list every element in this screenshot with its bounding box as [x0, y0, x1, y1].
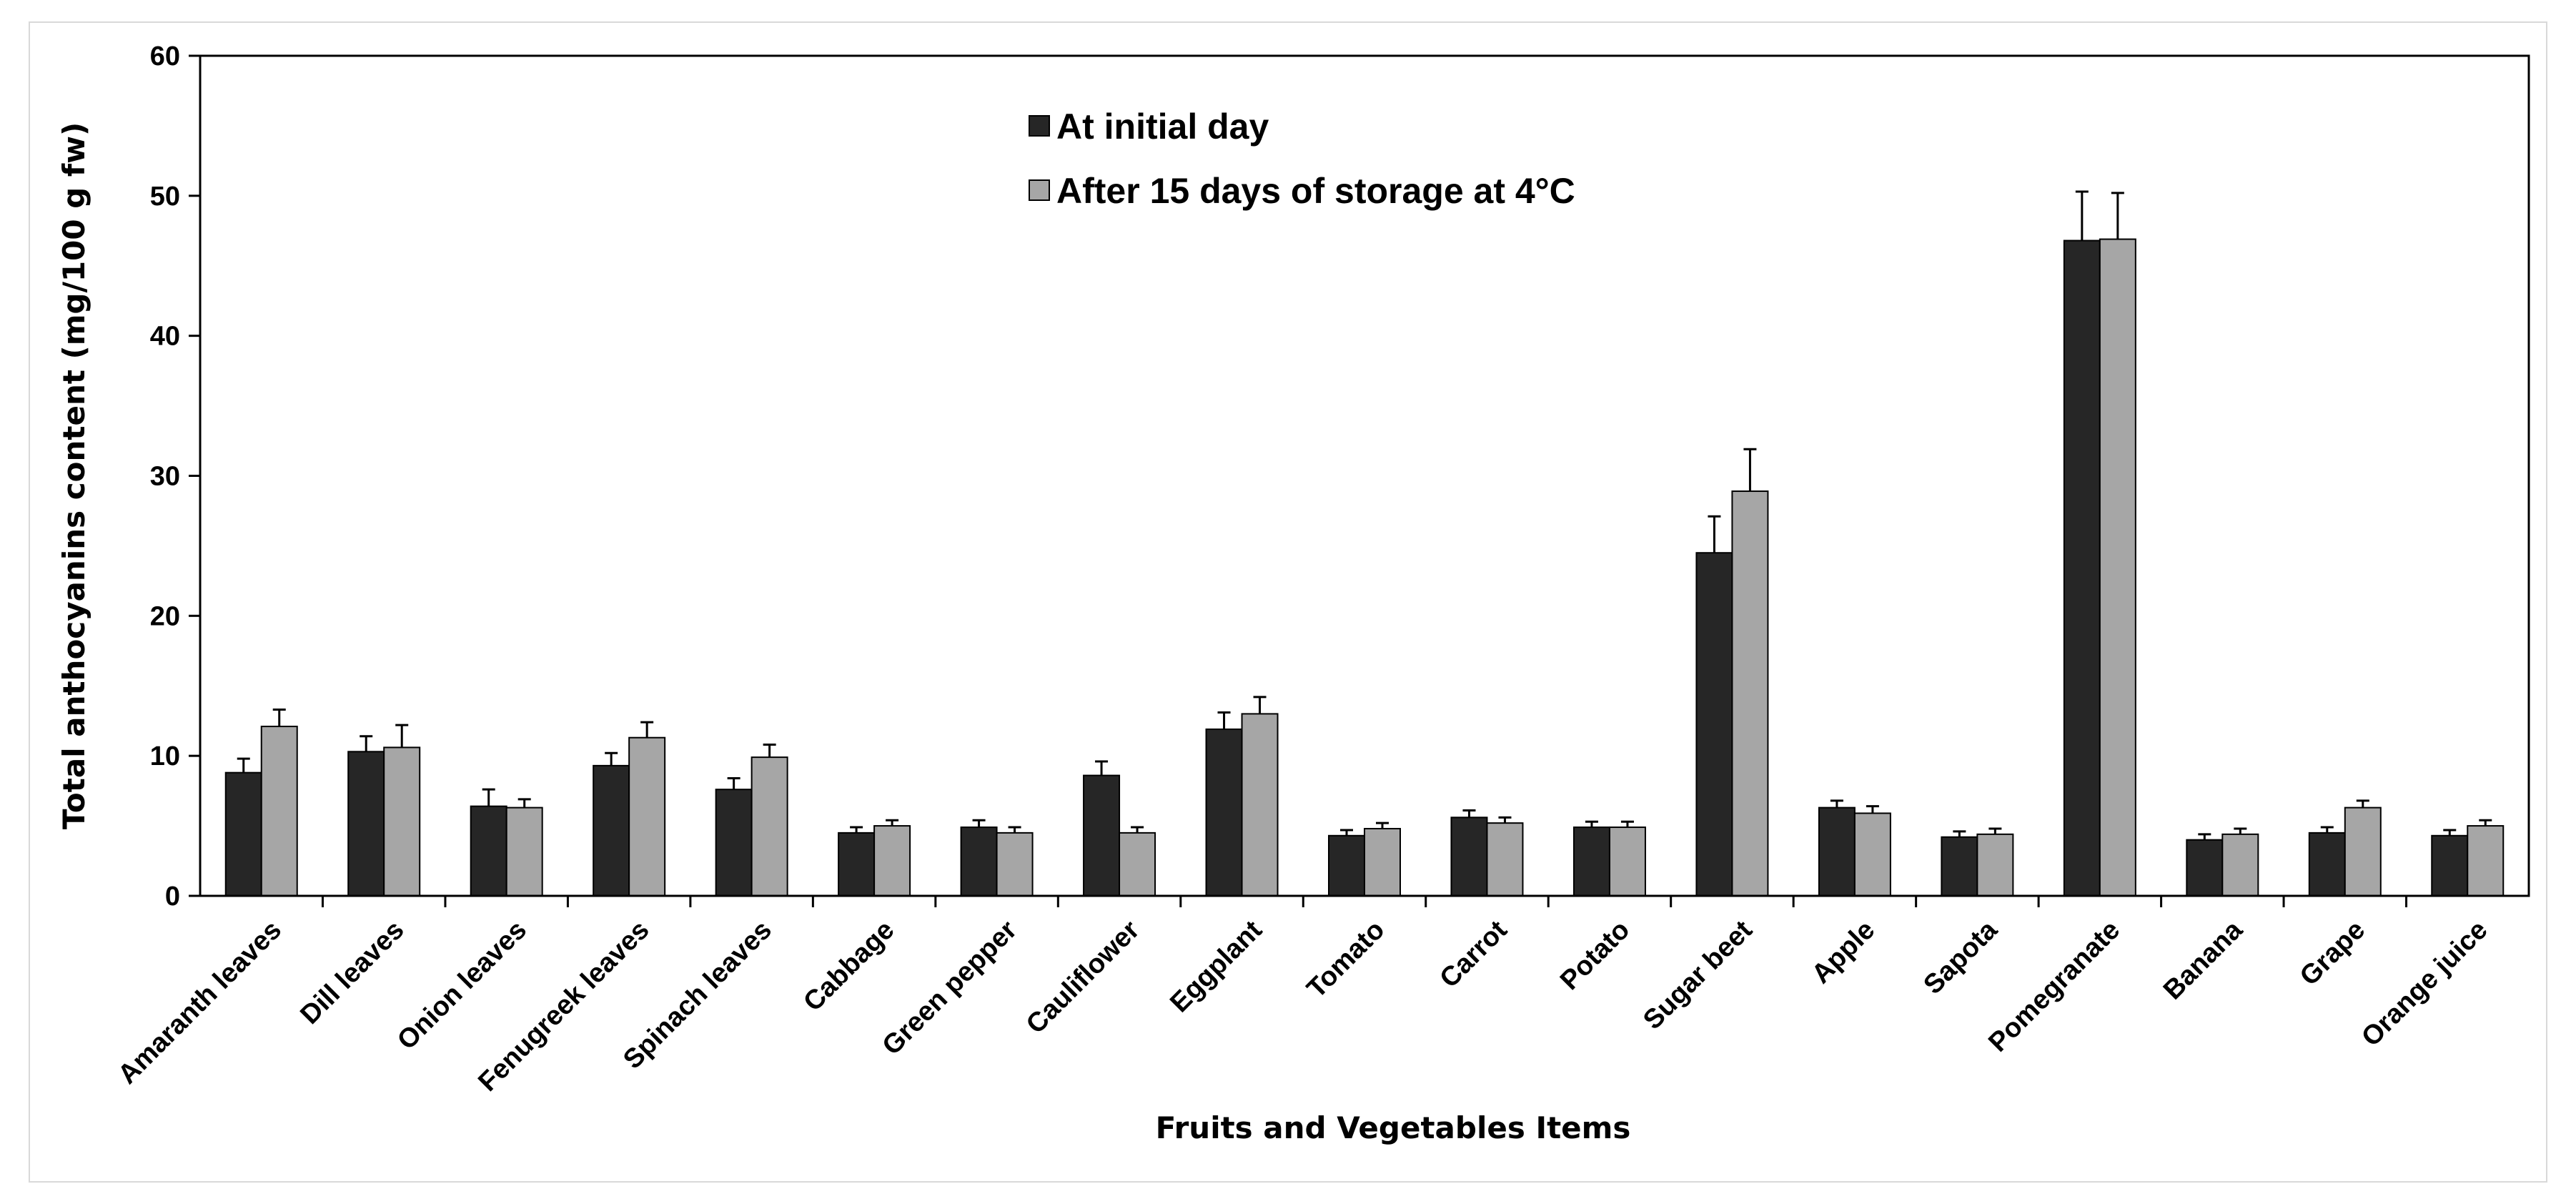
- x-category-label: Banana: [2158, 914, 2249, 1005]
- bar-storage: [1853, 812, 1891, 897]
- y-tick-label: 20: [150, 601, 180, 631]
- bar-initial: [1695, 552, 1733, 897]
- legend-swatch-after-storage: [1029, 179, 1050, 201]
- bar-initial: [1941, 836, 1978, 897]
- y-tick-label: 10: [150, 741, 180, 771]
- bar-storage: [383, 746, 421, 897]
- bar-storage: [1119, 832, 1156, 897]
- x-category-label: Cauliflower: [1021, 915, 1146, 1040]
- x-category-label: Eggplant: [1164, 914, 1268, 1018]
- bar-initial: [1818, 806, 1856, 897]
- bars-layer: [224, 238, 2505, 897]
- x-category-label: Tomato: [1302, 915, 1391, 1005]
- legend-swatch-initial-day: [1029, 115, 1050, 137]
- bar-initial: [347, 751, 385, 897]
- x-category-label: Sugar beet: [1638, 914, 1758, 1035]
- bar-storage: [1608, 826, 1646, 897]
- x-category-label: Pomegranate: [1983, 915, 2126, 1058]
- bar-initial: [470, 805, 507, 897]
- bar-initial: [2063, 240, 2101, 897]
- bar-initial: [1572, 826, 1610, 897]
- bar-initial: [1083, 774, 1121, 897]
- x-category-label: Dill leaves: [294, 915, 410, 1030]
- x-category-label: Amaranth leaves: [112, 915, 287, 1090]
- x-category-label: Onion leaves: [392, 915, 532, 1056]
- y-axis-title: Total anthocyanins content (mg/100 g fw): [56, 122, 91, 829]
- bar-initial: [2431, 834, 2469, 897]
- bar-initial: [960, 826, 998, 897]
- bar-initial: [838, 832, 876, 897]
- bar-initial: [715, 789, 753, 897]
- bar-storage: [2221, 833, 2259, 897]
- bar-storage: [1364, 828, 1401, 897]
- bar-initial: [224, 771, 262, 897]
- bar-storage: [996, 832, 1034, 897]
- bar-storage: [750, 756, 788, 897]
- bar-storage: [260, 726, 298, 897]
- bar-initial: [1328, 834, 1365, 897]
- error-bars-layer: [237, 190, 2492, 840]
- x-axis-title: Fruits and Vegetables Items: [1156, 1110, 1631, 1145]
- y-tick-label: 60: [150, 41, 180, 71]
- bar-initial: [1450, 816, 1488, 897]
- x-category-label: Sapota: [1918, 914, 2003, 1000]
- legend-label-after-storage: After 15 days of storage at 4°C: [1056, 171, 1575, 211]
- bar-initial: [593, 764, 630, 897]
- bar-storage: [873, 825, 911, 897]
- y-tick-label: 50: [150, 182, 180, 212]
- y-tick-label: 0: [165, 882, 180, 912]
- bar-storage: [2344, 806, 2382, 897]
- y-axis: 0 10 20 30 40 50 60: [150, 41, 200, 912]
- x-category-label: Grape: [2294, 915, 2371, 992]
- y-tick-label: 40: [150, 322, 180, 352]
- legend-label-initial-day: At initial day: [1056, 107, 1269, 147]
- bar-storage: [2099, 238, 2136, 897]
- bar-storage: [2467, 825, 2505, 897]
- x-category-label: Cabbage: [798, 915, 900, 1017]
- x-category-label: Potato: [1555, 915, 1635, 996]
- bar-storage: [1976, 833, 2014, 897]
- x-category-label: Apple: [1806, 915, 1881, 990]
- x-category-label: Carrot: [1435, 914, 1514, 994]
- bar-storage: [628, 736, 666, 897]
- legend: At initial day After 15 days of storage …: [1029, 107, 1575, 211]
- x-category-label: Orange juice: [2356, 915, 2493, 1052]
- bar-storage: [1486, 822, 1524, 897]
- y-tick-label: 30: [150, 462, 180, 492]
- bar-initial: [2186, 839, 2224, 897]
- bar-storage: [505, 806, 543, 897]
- bar-storage: [1241, 713, 1279, 897]
- bar-initial: [2308, 832, 2346, 897]
- bar-initial: [1205, 728, 1243, 897]
- bar-storage: [1731, 490, 1769, 897]
